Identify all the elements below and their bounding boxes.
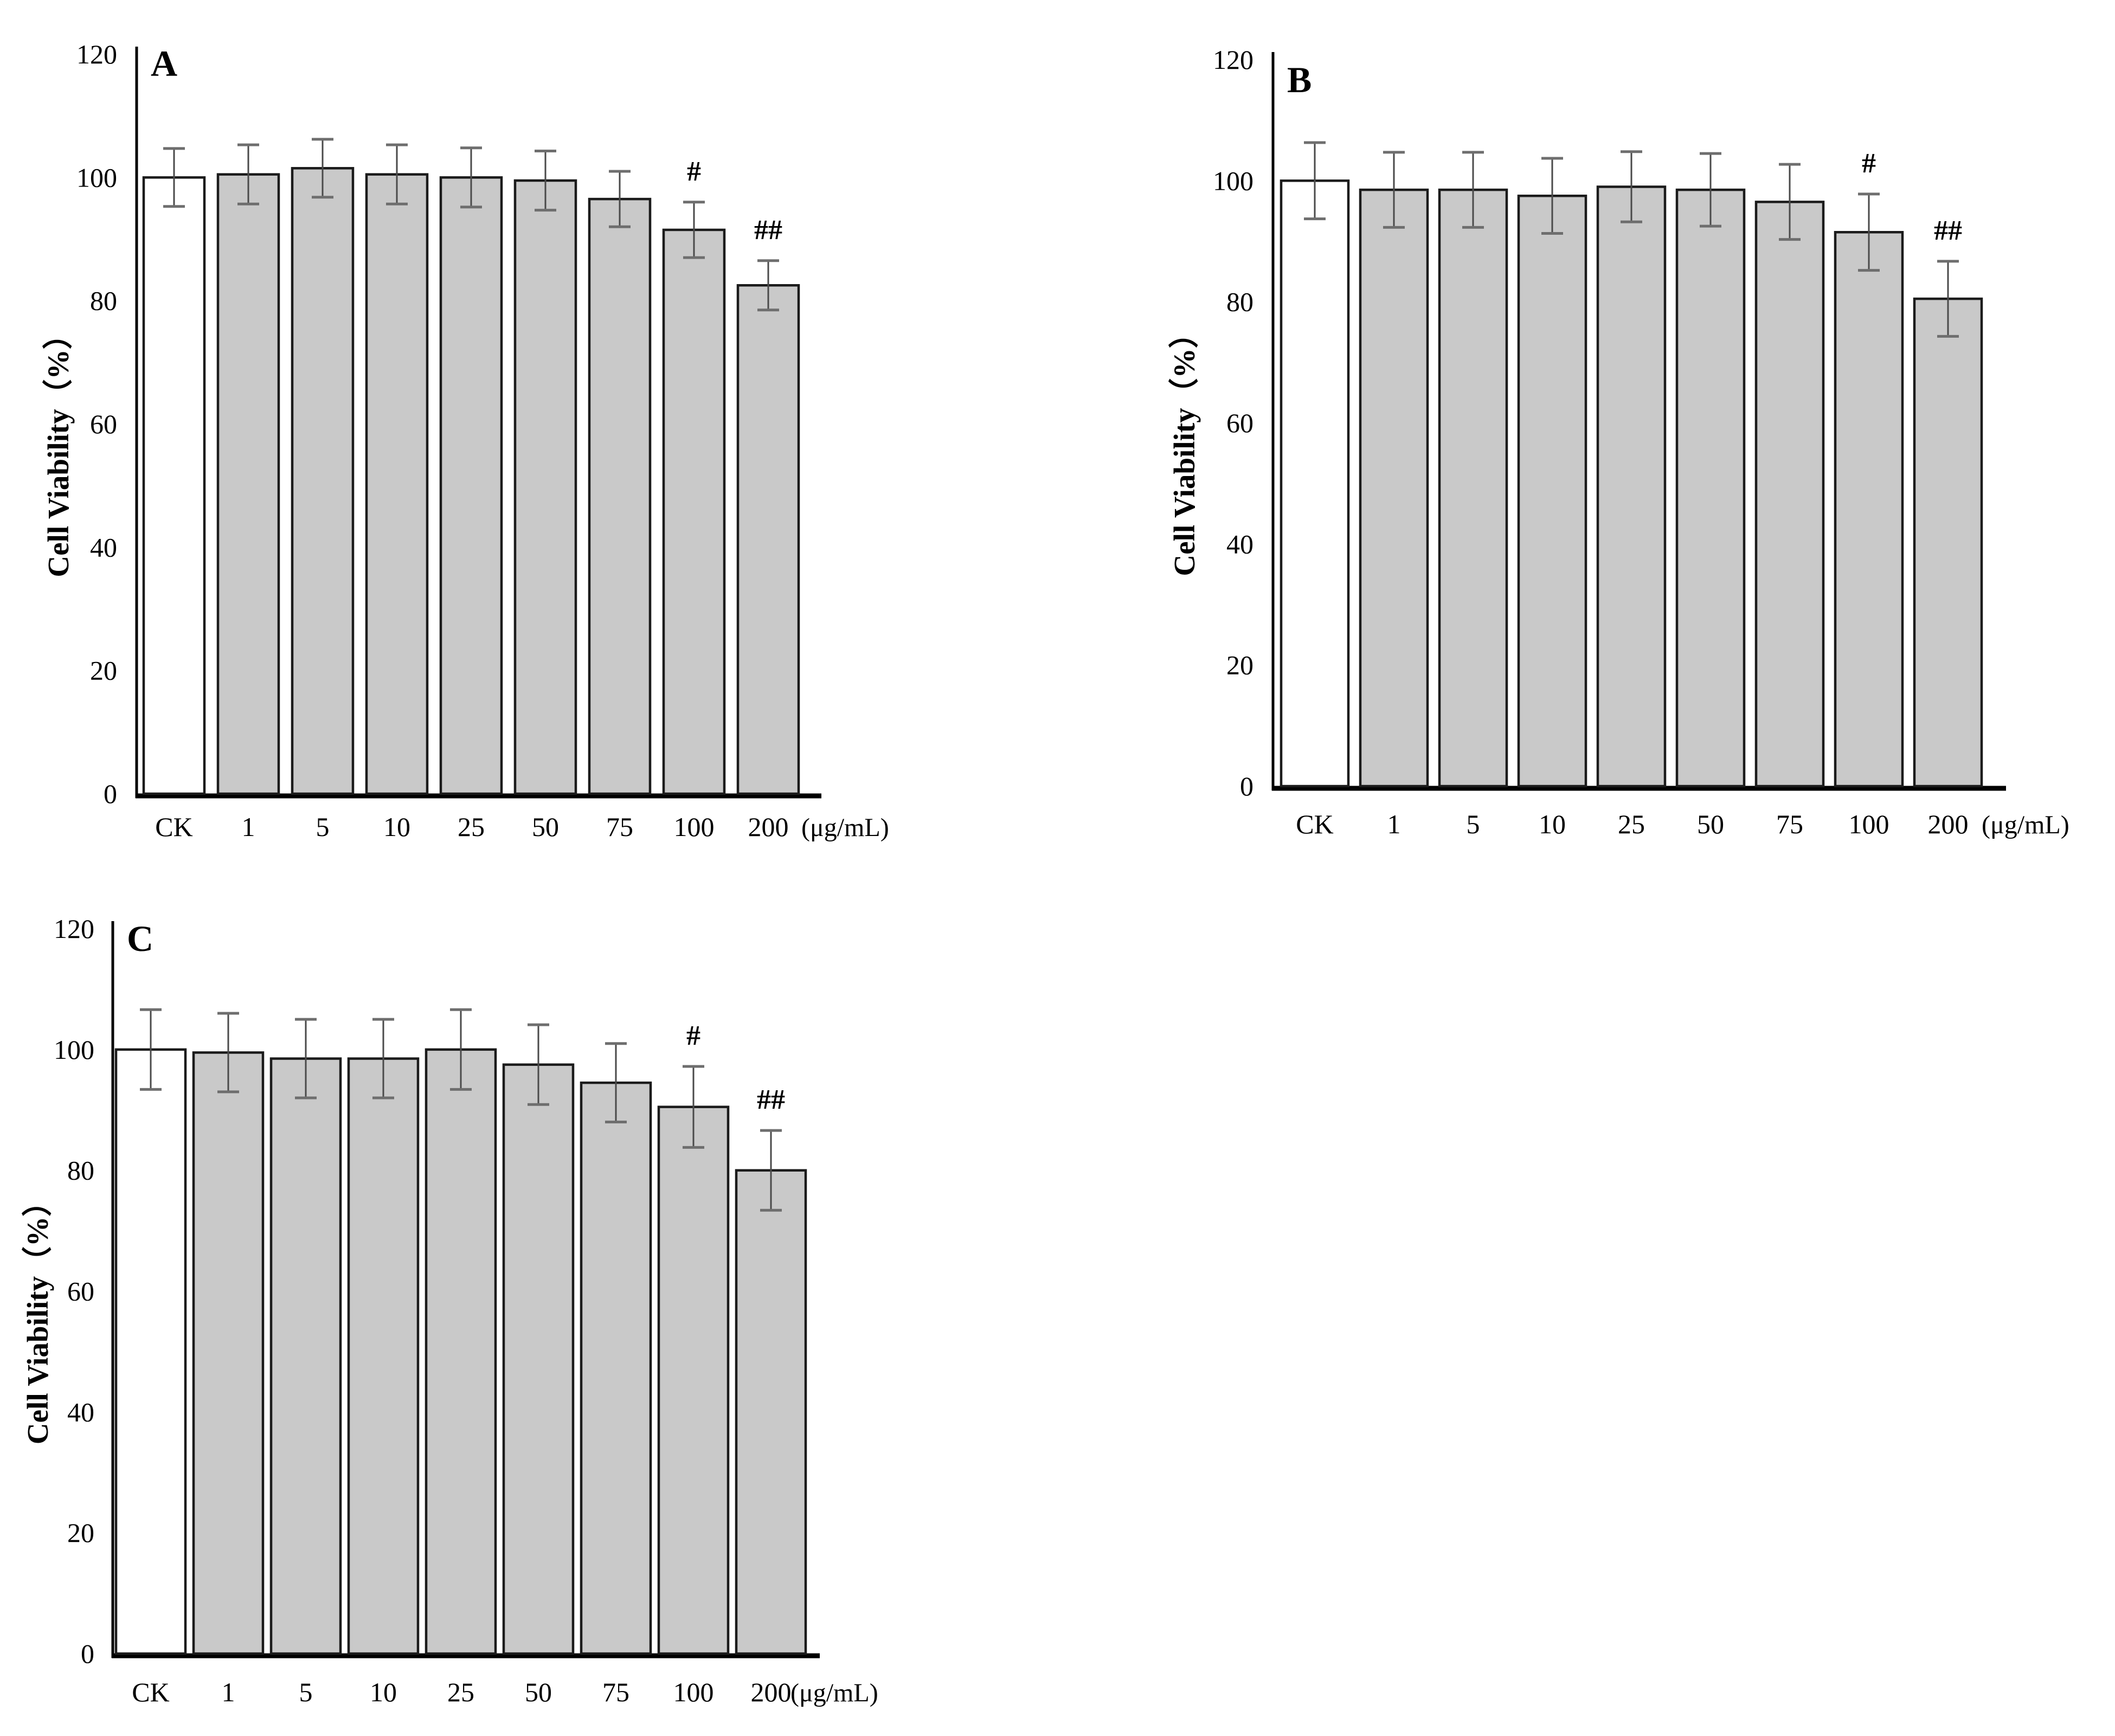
- bar-B-25: [1596, 185, 1667, 788]
- significance-annotation-A-200: ##: [754, 215, 782, 246]
- x-tick-label-C-CK: CK: [132, 1677, 169, 1707]
- x-unit-label-C: (μg/mL): [790, 1679, 878, 1707]
- panel-A: 0 20 40 60 80 100 120 Cell Viability（%） A CK 1 5 10 2…: [42, 39, 889, 842]
- panel-C: 0 20 40 60 80 100 120 Cell Viability（%） C CK 1 5 10 2…: [21, 914, 878, 1707]
- x-tick-label-A-5: 5: [316, 812, 330, 842]
- x-tick-label-A-1: 1: [242, 812, 255, 842]
- x-tick-label-B-75: 75: [1776, 809, 1803, 839]
- significance-annotation-C-200: ##: [757, 1084, 785, 1115]
- x-tick-label-C-1: 1: [222, 1677, 235, 1707]
- x-tick-label-B-CK: CK: [1296, 809, 1333, 839]
- x-tick-label-C-75: 75: [602, 1677, 629, 1707]
- significance-annotation-A-100: #: [687, 156, 701, 187]
- y-axis-title-B: Cell Viability（%）: [1168, 318, 1201, 576]
- x-tick-label-B-25: 25: [1618, 809, 1645, 839]
- bar-C-CK: [114, 1048, 187, 1655]
- y-axis-title-A: Cell Viability（%）: [42, 319, 75, 577]
- panel-label-C: C: [127, 918, 153, 959]
- panel-B: 0 20 40 60 80 100 120 Cell Viability（%） B CK 1 5 10 2…: [1168, 44, 2069, 839]
- y-tick-label-C-100: 100: [54, 1034, 94, 1065]
- y-tick-label-B-80: 80: [1226, 287, 1253, 317]
- y-tick-label-C-0: 0: [81, 1638, 94, 1669]
- bar-B-1: [1359, 188, 1429, 788]
- x-unit-label-B: (μg/mL): [1982, 811, 2069, 839]
- y-tick-label-A-100: 100: [76, 162, 117, 192]
- bar-B-75: [1754, 201, 1825, 788]
- bar-B-CK: [1280, 179, 1350, 788]
- significance-annotation-B-200: ##: [1934, 215, 1962, 246]
- bar-A-100: [662, 228, 726, 795]
- x-tick-label-A-100: 100: [674, 812, 715, 842]
- x-tick-label-A-25: 25: [458, 812, 485, 842]
- x-tick-label-C-25: 25: [447, 1677, 474, 1707]
- x-tick-label-A-200: 200: [748, 812, 789, 842]
- bar-A-75: [588, 197, 652, 795]
- x-tick-label-C-100: 100: [673, 1677, 714, 1707]
- significance-annotation-C-100: #: [686, 1020, 700, 1051]
- bar-A-1: [216, 173, 280, 795]
- y-tick-label-C-40: 40: [67, 1397, 94, 1427]
- bar-A-CK: [142, 176, 206, 795]
- panel-label-B: B: [1287, 59, 1312, 100]
- y-tick-label-C-80: 80: [67, 1155, 94, 1186]
- x-unit-label-A: (μg/mL): [801, 813, 889, 842]
- x-tick-label-A-75: 75: [606, 812, 633, 842]
- y-tick-label-A-60: 60: [90, 409, 117, 439]
- bar-A-10: [365, 173, 429, 795]
- bar-C-100: [657, 1105, 730, 1655]
- bar-C-75: [580, 1081, 652, 1655]
- x-tick-label-B-10: 10: [1539, 809, 1566, 839]
- bar-B-5: [1438, 188, 1508, 788]
- bar-C-200: [735, 1169, 807, 1655]
- y-tick-label-B-40: 40: [1226, 529, 1253, 559]
- y-tick-label-C-20: 20: [67, 1518, 94, 1548]
- bar-C-25: [425, 1048, 497, 1655]
- bar-C-5: [269, 1057, 342, 1655]
- x-tick-label-C-200: 200: [751, 1677, 792, 1707]
- y-tick-label-C-60: 60: [67, 1276, 94, 1307]
- bar-A-25: [439, 176, 503, 795]
- bar-A-200: [736, 284, 800, 795]
- x-tick-label-B-1: 1: [1387, 809, 1401, 839]
- x-tick-label-C-10: 10: [370, 1677, 397, 1707]
- bar-B-100: [1834, 231, 1904, 788]
- bar-B-10: [1517, 195, 1587, 788]
- bar-B-200: [1913, 297, 1983, 788]
- y-tick-label-A-20: 20: [90, 655, 117, 686]
- bar-A-5: [291, 167, 355, 795]
- y-tick-label-B-100: 100: [1213, 165, 1253, 196]
- bar-C-10: [347, 1057, 420, 1655]
- bar-C-50: [502, 1063, 575, 1655]
- y-tick-label-A-120: 120: [76, 39, 117, 69]
- bar-C-1: [192, 1051, 265, 1655]
- y-tick-label-A-0: 0: [104, 779, 117, 809]
- x-tick-label-B-5: 5: [1467, 809, 1480, 839]
- y-tick-label-B-60: 60: [1226, 408, 1253, 438]
- x-tick-label-A-50: 50: [532, 812, 559, 842]
- panel-label-A: A: [151, 43, 177, 84]
- y-tick-label-A-80: 80: [90, 286, 117, 316]
- y-tick-label-B-120: 120: [1213, 44, 1253, 75]
- x-tick-label-B-50: 50: [1697, 809, 1724, 839]
- x-tick-label-B-100: 100: [1849, 809, 1889, 839]
- significance-annotation-B-100: #: [1862, 148, 1876, 179]
- y-tick-label-C-120: 120: [54, 914, 94, 944]
- x-tick-label-C-50: 50: [525, 1677, 552, 1707]
- y-tick-label-A-40: 40: [90, 532, 117, 562]
- y-tick-label-B-20: 20: [1226, 650, 1253, 680]
- x-tick-label-B-200: 200: [1928, 809, 1969, 839]
- y-axis-title-C: Cell Viability（%）: [21, 1187, 54, 1444]
- x-tick-label-A-CK: CK: [155, 812, 192, 842]
- bar-B-50: [1675, 188, 1746, 788]
- x-tick-label-C-5: 5: [299, 1677, 313, 1707]
- bar-A-50: [513, 179, 577, 795]
- y-tick-label-B-0: 0: [1240, 771, 1253, 801]
- x-tick-label-A-10: 10: [383, 812, 410, 842]
